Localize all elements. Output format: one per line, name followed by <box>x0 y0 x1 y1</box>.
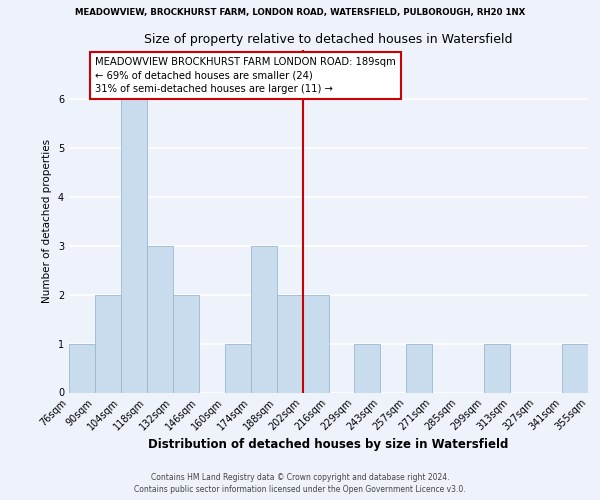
Bar <box>225 344 251 392</box>
Text: Contains HM Land Registry data © Crown copyright and database right 2024.
Contai: Contains HM Land Registry data © Crown c… <box>134 473 466 494</box>
Text: MEADOWVIEW BROCKHURST FARM LONDON ROAD: 189sqm
← 69% of detached houses are smal: MEADOWVIEW BROCKHURST FARM LONDON ROAD: … <box>95 58 396 94</box>
Bar <box>251 246 277 392</box>
Bar <box>406 344 432 392</box>
Bar <box>95 294 121 392</box>
X-axis label: Distribution of detached houses by size in Watersfield: Distribution of detached houses by size … <box>148 438 509 451</box>
Bar <box>355 344 380 392</box>
Bar <box>147 246 173 392</box>
Bar <box>277 294 302 392</box>
Bar <box>69 344 95 392</box>
Bar <box>562 344 588 392</box>
Y-axis label: Number of detached properties: Number of detached properties <box>43 139 52 304</box>
Bar <box>484 344 510 392</box>
Text: MEADOWVIEW, BROCKHURST FARM, LONDON ROAD, WATERSFIELD, PULBOROUGH, RH20 1NX: MEADOWVIEW, BROCKHURST FARM, LONDON ROAD… <box>75 8 525 16</box>
Bar <box>173 294 199 392</box>
Title: Size of property relative to detached houses in Watersfield: Size of property relative to detached ho… <box>144 33 513 46</box>
Bar <box>121 99 147 392</box>
Bar <box>302 294 329 392</box>
